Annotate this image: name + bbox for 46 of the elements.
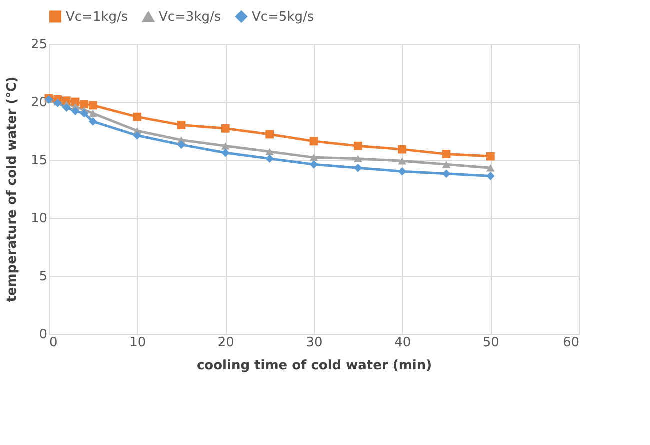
point [310, 154, 318, 162]
point [442, 170, 451, 178]
point [354, 155, 362, 162]
x-tick-label: 60 [562, 336, 580, 350]
point [177, 140, 186, 150]
point [133, 131, 142, 140]
x-tick-label: 10 [130, 336, 146, 350]
point [486, 152, 495, 161]
point [221, 124, 230, 133]
point [266, 130, 274, 139]
point [221, 142, 230, 150]
point [398, 158, 407, 165]
point [398, 145, 407, 154]
point [486, 164, 495, 172]
point [80, 100, 89, 109]
x-tick-label: 30 [306, 336, 323, 350]
point [80, 109, 89, 118]
point [266, 148, 274, 156]
point [88, 110, 98, 118]
point [442, 150, 451, 158]
legend-label: Vc=5kg/s [252, 10, 314, 25]
y-tick-label: 15 [30, 154, 48, 168]
point [354, 142, 362, 150]
x-tick-label: 0 [50, 336, 58, 350]
point [442, 161, 451, 168]
legend-label: Vc=3kg/s [159, 10, 222, 26]
point [486, 172, 495, 180]
y-tick-label: 10 [30, 212, 48, 226]
legend-label: Vc=1kg/s [66, 10, 128, 25]
x-tick-label: 40 [394, 336, 412, 350]
point [221, 148, 230, 158]
x-axis-title: cooling time of cold water (min) [196, 358, 432, 374]
point [177, 121, 186, 130]
point [133, 112, 142, 122]
point [88, 118, 98, 126]
y-tick-label: 25 [30, 38, 48, 52]
y-tick-label: 5 [39, 270, 48, 284]
point [62, 104, 71, 112]
point [71, 107, 80, 116]
point [310, 137, 318, 146]
x-tick-label: 20 [218, 336, 234, 350]
x-tick-label: 50 [482, 336, 500, 350]
point [310, 160, 318, 169]
point [266, 154, 274, 164]
point [88, 101, 98, 110]
y-axis-title: temperature of cold water (℃) [4, 76, 20, 302]
